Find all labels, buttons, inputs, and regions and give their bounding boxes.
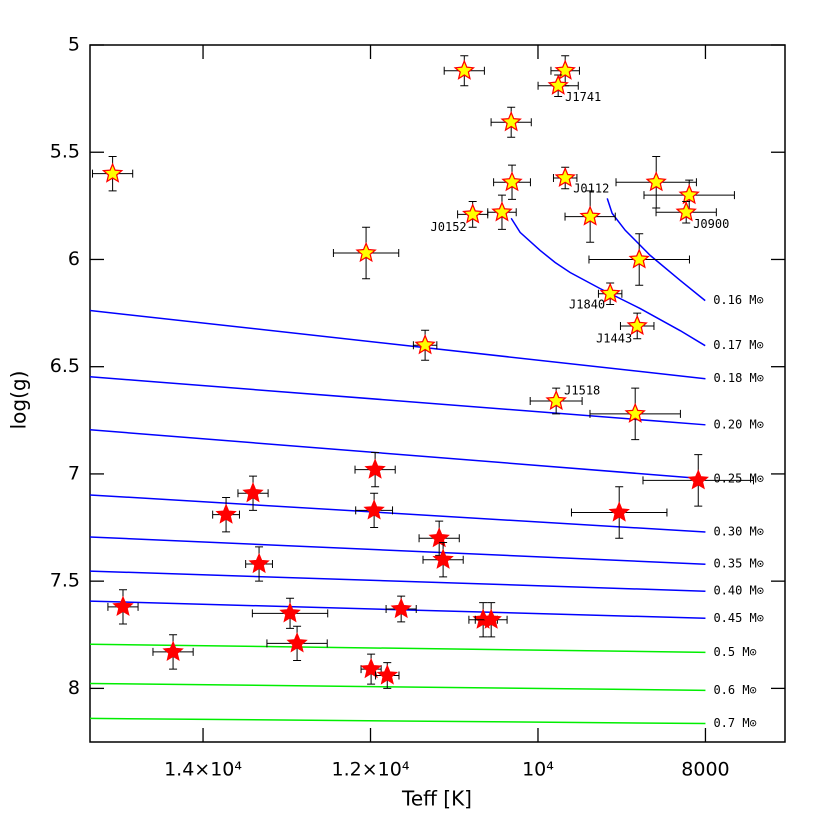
mass-track bbox=[89, 717, 706, 725]
track-label: 0.25 M⊙ bbox=[713, 471, 764, 485]
star-point bbox=[363, 499, 385, 520]
star-point bbox=[242, 481, 264, 503]
y-tick-label: 7 bbox=[68, 462, 80, 484]
mass-track bbox=[89, 536, 706, 565]
point-label: J0112 bbox=[573, 181, 609, 195]
star-point bbox=[364, 458, 386, 479]
x-tick-label: 1.2×10⁴ bbox=[332, 759, 410, 781]
star-point bbox=[453, 59, 476, 80]
track-label: 0.40 M⊙ bbox=[713, 584, 764, 598]
y-axis-label: log(g) bbox=[7, 371, 31, 430]
track-label: 0.18 M⊙ bbox=[713, 371, 764, 385]
mass-track bbox=[606, 198, 706, 302]
star-point bbox=[162, 640, 184, 662]
point-label: J0900 bbox=[693, 217, 729, 231]
mass-track bbox=[89, 428, 706, 480]
star-point bbox=[279, 602, 301, 623]
star-point bbox=[376, 664, 399, 685]
star-point bbox=[462, 203, 484, 224]
mass-track bbox=[89, 494, 706, 533]
track-label: 0.6 M⊙ bbox=[713, 683, 756, 697]
star-point bbox=[360, 657, 382, 679]
star-point bbox=[645, 171, 667, 192]
x-tick-label: 10⁴ bbox=[522, 759, 554, 781]
point-label: J1741 bbox=[565, 90, 601, 104]
star-point bbox=[545, 389, 567, 411]
mass-track bbox=[89, 570, 706, 592]
star-point bbox=[480, 608, 502, 629]
star-point bbox=[599, 282, 621, 303]
star-point bbox=[286, 632, 308, 653]
track-label: 0.45 M⊙ bbox=[713, 611, 764, 625]
star-point bbox=[414, 333, 436, 355]
star-point bbox=[547, 74, 569, 95]
track-label: 0.35 M⊙ bbox=[713, 557, 764, 571]
x-axis-label: Teff [K] bbox=[401, 787, 472, 811]
mass-track bbox=[89, 643, 706, 654]
star-point bbox=[624, 402, 646, 423]
star-point bbox=[554, 166, 576, 188]
star-point bbox=[432, 548, 454, 569]
star-point bbox=[390, 597, 412, 619]
track-label: 0.7 M⊙ bbox=[713, 716, 756, 730]
mass-track bbox=[89, 682, 706, 692]
star-point bbox=[626, 314, 648, 336]
y-tick-label: 5.5 bbox=[50, 141, 80, 163]
star-point bbox=[491, 201, 513, 222]
point-label: J1840 bbox=[569, 297, 605, 311]
y-tick-label: 7.5 bbox=[50, 570, 80, 592]
star-point bbox=[687, 469, 709, 490]
track-label: 0.16 M⊙ bbox=[713, 293, 764, 307]
star-point bbox=[678, 183, 700, 205]
track-label: 0.30 M⊙ bbox=[713, 525, 764, 539]
star-point bbox=[579, 205, 601, 226]
star-point bbox=[101, 162, 124, 183]
star-point bbox=[112, 595, 134, 617]
star-point bbox=[554, 59, 576, 80]
star-point bbox=[355, 241, 377, 263]
point-label: J1518 bbox=[564, 384, 600, 398]
track-label: 0.17 M⊙ bbox=[713, 338, 764, 352]
mass-track bbox=[89, 376, 706, 426]
star-point bbox=[500, 110, 522, 132]
star-point bbox=[215, 503, 237, 524]
plot-frame bbox=[89, 44, 786, 743]
track-label: 0.5 M⊙ bbox=[713, 645, 756, 659]
mass-track bbox=[89, 309, 706, 380]
star-point bbox=[608, 501, 630, 522]
star-point bbox=[675, 201, 697, 222]
star-point bbox=[501, 171, 523, 192]
x-tick-label: 8000 bbox=[681, 759, 729, 781]
x-tick-label: 1.4×10⁴ bbox=[164, 759, 242, 781]
y-tick-label: 5 bbox=[68, 34, 80, 56]
y-tick-label: 8 bbox=[68, 677, 80, 699]
star-point bbox=[628, 248, 650, 269]
y-tick-label: 6 bbox=[68, 248, 80, 270]
y-tick-label: 6.5 bbox=[50, 355, 80, 377]
mass-track bbox=[510, 217, 706, 347]
star-point bbox=[428, 527, 450, 548]
track-label: 0.20 M⊙ bbox=[713, 417, 764, 431]
star-point bbox=[248, 552, 270, 574]
point-label: J0152 bbox=[431, 220, 467, 234]
point-label: J1443 bbox=[596, 331, 632, 345]
